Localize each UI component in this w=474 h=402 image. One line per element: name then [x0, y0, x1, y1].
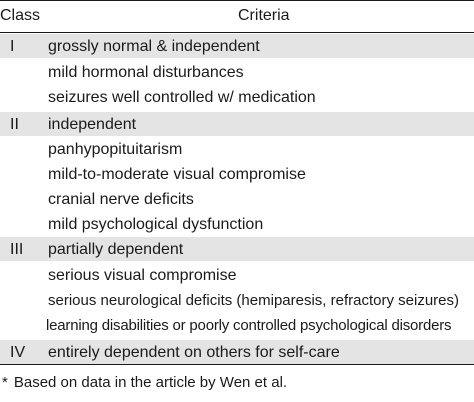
criteria-cell: partially dependent: [48, 241, 184, 258]
criteria-cell: mild hormonal disturbances: [48, 64, 244, 81]
footnote: * Based on data in the article by Wen et …: [2, 374, 287, 392]
table-row: mild-to-moderate visual compromise: [0, 163, 474, 187]
table-row: IV entirely dependent on others for self…: [0, 341, 474, 365]
criteria-cell: serious neurological deficits (hemipares…: [48, 292, 459, 309]
table-row: seizures well controlled w/ medication: [0, 86, 474, 110]
footnote-mark: *: [2, 374, 8, 391]
table-bottom-rule: [0, 364, 474, 365]
table-row: serious visual compromise: [0, 264, 474, 288]
criteria-cell: serious visual compromise: [48, 267, 237, 284]
class-cell: IV: [10, 344, 26, 361]
table-row: learning disabilities or poorly controll…: [0, 314, 474, 338]
class-band-i: [0, 34, 474, 58]
class-band-iv: [0, 340, 474, 364]
class-cell: II: [10, 116, 19, 133]
table-row: I grossly normal & independent: [0, 35, 474, 59]
class-band-ii: [0, 112, 474, 136]
criteria-cell: mild psychological dysfunction: [48, 216, 264, 233]
table-row: serious neurological deficits (hemipares…: [0, 289, 474, 313]
table-row: mild psychological dysfunction: [0, 213, 474, 237]
criteria-cell: learning disabilities or poorly controll…: [46, 317, 452, 334]
table-header: Class Criteria: [0, 0, 474, 32]
footnote-text: Based on data in the article by Wen et a…: [13, 374, 288, 391]
table-row: cranial nerve deficits: [0, 188, 474, 212]
table-row: panhypopituitarism: [0, 138, 474, 162]
criteria-cell: panhypopituitarism: [48, 141, 183, 158]
criteria-cell: grossly normal & independent: [48, 38, 260, 55]
criteria-cell: entirely dependent on others for self-ca…: [48, 344, 340, 361]
header-criteria: Criteria: [238, 7, 290, 24]
table-row: mild hormonal disturbances: [0, 61, 474, 85]
criteria-cell: cranial nerve deficits: [48, 191, 194, 208]
criteria-cell: independent: [48, 116, 137, 133]
class-cell: III: [10, 241, 24, 258]
header-class: Class: [0, 7, 41, 24]
criteria-cell: mild-to-moderate visual compromise: [48, 166, 306, 183]
table-top-rule: [0, 0, 474, 1]
class-band-iii: [0, 237, 474, 261]
table-header-rule: [0, 32, 474, 33]
table-row: II independent: [0, 113, 474, 137]
class-cell: I: [10, 38, 15, 55]
criteria-cell: seizures well controlled w/ medication: [48, 89, 316, 106]
table-row: III partially dependent: [0, 238, 474, 262]
